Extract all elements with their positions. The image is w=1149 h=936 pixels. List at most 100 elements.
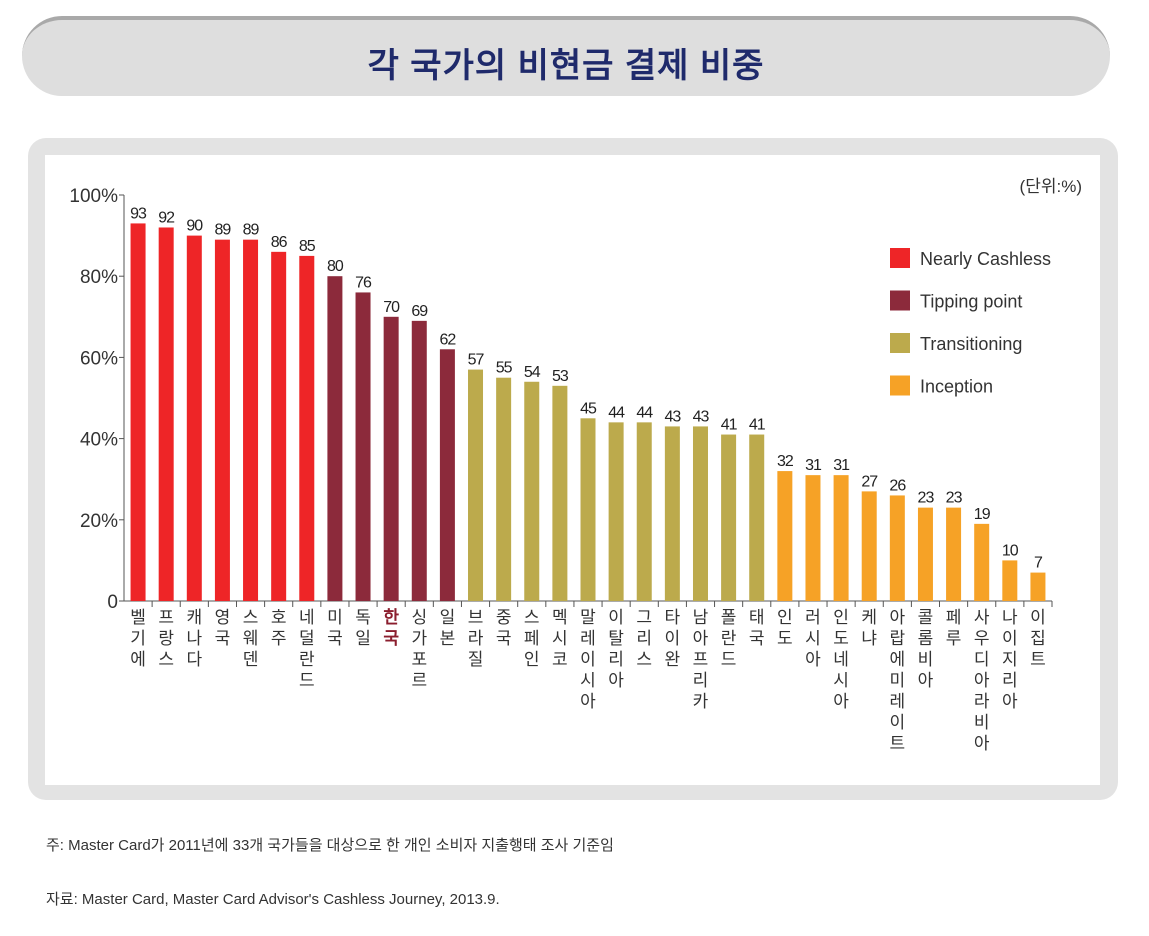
bar <box>749 434 765 601</box>
x-tick-label-char: 나 <box>1002 608 1018 627</box>
bar <box>383 316 399 601</box>
x-tick-label-char: 아 <box>890 608 906 627</box>
source-note: 자료: Master Card, Master Card Advisor's C… <box>46 891 500 908</box>
x-tick-label-char: 이 <box>665 629 681 648</box>
data-label: 23 <box>946 490 963 507</box>
y-tick-label: 40% <box>80 430 118 451</box>
bar <box>158 227 174 602</box>
x-tick-label-char: 멕 <box>552 608 568 627</box>
x-tick-label-char: 폴 <box>721 608 737 627</box>
x-tick-label-char: 포 <box>411 650 427 669</box>
x-tick-label-char: 말 <box>580 608 596 627</box>
x-tick-label-char: 질 <box>468 650 484 669</box>
x-tick-label-char: 란 <box>299 650 315 669</box>
y-tick-label: 100% <box>69 186 118 207</box>
data-label: 10 <box>1002 542 1019 559</box>
data-label: 44 <box>636 404 653 421</box>
x-tick-label-char: 미 <box>890 671 906 690</box>
x-tick-label-char: 스 <box>158 650 174 669</box>
x-tick-label-char: 레 <box>890 692 906 711</box>
x-tick-label-char: 지 <box>1002 650 1018 669</box>
data-label: 80 <box>327 258 344 275</box>
data-label: 55 <box>496 360 513 377</box>
x-tick-label-char: 비 <box>974 713 990 732</box>
x-tick-label-char: 아 <box>918 671 934 690</box>
x-tick-label-char: 국 <box>383 629 399 648</box>
unit-label: (단위:%) <box>1020 177 1082 196</box>
x-tick-label-char: 일 <box>440 608 456 627</box>
x-tick-label-char: 가 <box>411 629 427 648</box>
x-tick-label-char: 도 <box>777 629 793 648</box>
x-tick-label-char: 라 <box>468 629 484 648</box>
x-tick-label-char: 덜 <box>299 629 315 648</box>
x-tick-label-char: 비 <box>918 650 934 669</box>
bar <box>917 507 933 601</box>
x-tick-label-char: 페 <box>524 629 540 648</box>
bar <box>524 381 540 601</box>
x-tick-label-char: 영 <box>215 608 231 627</box>
bar <box>271 251 287 601</box>
x-tick-label-char: 싱 <box>411 608 427 627</box>
x-tick-label-char: 스 <box>243 608 259 627</box>
x-tick-label-char: 미 <box>327 608 343 627</box>
x-tick-label-char: 이 <box>1030 608 1046 627</box>
x-tick-label-char: 일 <box>355 629 371 648</box>
bar <box>580 418 596 601</box>
x-tick-label-char: 롬 <box>918 629 934 648</box>
x-tick-label-char: 르 <box>411 671 427 690</box>
bar <box>243 239 259 601</box>
y-tick-label: 0 <box>107 592 118 613</box>
bar <box>721 434 737 601</box>
x-tick-label-char: 루 <box>946 629 962 648</box>
data-label: 44 <box>608 404 625 421</box>
x-tick-label-char: 독 <box>355 608 371 627</box>
x-tick-label-char: 아 <box>805 650 821 669</box>
x-tick-label-char: 에 <box>890 650 906 669</box>
y-tick-label: 20% <box>80 511 118 532</box>
x-tick-label-char: 중 <box>496 608 512 627</box>
bar <box>889 495 905 601</box>
x-tick-label-char: 시 <box>833 671 849 690</box>
bar <box>186 235 202 601</box>
x-tick-label-char: 스 <box>636 650 652 669</box>
bar <box>214 239 230 601</box>
bar <box>608 422 624 601</box>
data-label: 89 <box>215 222 232 239</box>
x-tick-label-char: 란 <box>721 629 737 648</box>
bar <box>327 276 343 601</box>
x-tick-label-char: 랍 <box>890 629 906 648</box>
x-tick-label-char: 드 <box>721 650 737 669</box>
bar <box>946 507 962 601</box>
x-tick-label-char: 아 <box>833 692 849 711</box>
bar <box>664 426 680 601</box>
x-tick-label-char: 리 <box>1002 671 1018 690</box>
x-tick-label-char: 우 <box>974 629 990 648</box>
x-tick-label-char: 리 <box>636 629 652 648</box>
y-tick-label: 80% <box>80 267 118 288</box>
x-tick-label-char: 인 <box>777 608 793 627</box>
x-tick-label-char: 프 <box>693 650 709 669</box>
x-tick-label-char: 다 <box>186 650 202 669</box>
x-tick-label-char: 아 <box>974 671 990 690</box>
data-label: 26 <box>889 477 906 494</box>
data-label: 86 <box>271 234 288 251</box>
x-tick-label-char: 네 <box>833 650 849 669</box>
data-label: 41 <box>749 417 766 434</box>
bar <box>805 475 821 601</box>
x-tick-label-char: 인 <box>833 608 849 627</box>
x-tick-label-char: 에 <box>130 650 146 669</box>
data-label: 45 <box>580 400 597 417</box>
data-label: 23 <box>918 490 935 507</box>
x-tick-label-char: 트 <box>1030 650 1046 669</box>
bar <box>1030 572 1046 601</box>
x-tick-label-char: 남 <box>693 608 709 627</box>
x-tick-label-char: 시 <box>580 671 596 690</box>
x-tick-label-char: 웨 <box>243 629 259 648</box>
x-tick-label-char: 주 <box>271 629 287 648</box>
bar <box>777 471 793 601</box>
data-label: 70 <box>383 299 400 316</box>
legend-swatch <box>890 290 910 311</box>
data-label: 43 <box>664 408 681 425</box>
legend-swatch <box>890 248 910 268</box>
